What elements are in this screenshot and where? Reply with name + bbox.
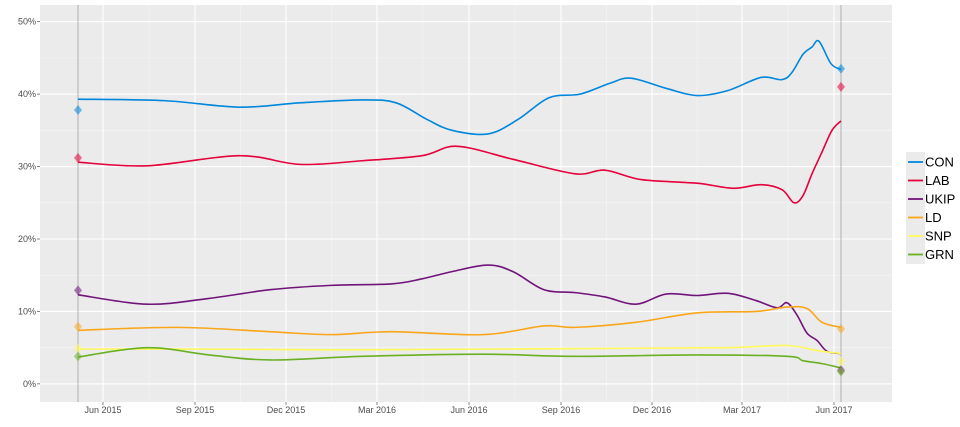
legend-background	[906, 152, 925, 264]
x-tick-label: Mar 2017	[723, 405, 761, 415]
x-tick-label: Sep 2016	[542, 405, 581, 415]
x-tick-label: Sep 2015	[176, 405, 215, 415]
y-tick-label: 30%	[18, 162, 36, 172]
result-marker-ld	[74, 321, 82, 332]
trend-line-snp	[77, 344, 842, 355]
legend-label-con: CON	[925, 155, 954, 170]
trend-line-lab	[77, 120, 842, 204]
trend-line-grn	[77, 346, 842, 369]
legend-label-lab: LAB	[925, 173, 950, 188]
result-marker-ukip	[74, 285, 82, 296]
result-marker-lab	[74, 152, 82, 163]
x-tick-label: Dec 2015	[267, 405, 306, 415]
y-tick-label: 20%	[18, 234, 36, 244]
result-marker-ld	[837, 323, 845, 334]
result-marker-grn	[74, 351, 82, 362]
plot-background	[40, 5, 892, 402]
grid	[40, 5, 892, 402]
y-tick-label: 0%	[23, 379, 36, 389]
legend-label-ukip: UKIP	[925, 192, 955, 207]
legend-label-ld: LD	[925, 210, 942, 225]
y-tick-label: 10%	[18, 306, 36, 316]
y-tick-label: 50%	[18, 17, 36, 27]
x-tick-label: Dec 2016	[633, 405, 672, 415]
trend-line-con	[77, 39, 842, 136]
legend: CON LAB UKIP LD SNP GRN	[906, 152, 955, 264]
result-marker-con	[837, 63, 845, 74]
trend-line-ukip	[77, 264, 842, 355]
result-marker-lab	[837, 81, 845, 92]
result-markers	[74, 63, 845, 377]
legend-label-grn: GRN	[925, 247, 954, 262]
legend-label-snp: SNP	[925, 229, 952, 244]
y-tick-label: 40%	[18, 89, 36, 99]
result-marker-grn	[837, 366, 845, 377]
y-axis: 0% 10% 20% 30% 40% 50%	[18, 17, 40, 389]
trend-line-ld	[77, 305, 842, 336]
result-marker-con	[74, 105, 82, 116]
result-marker-snp	[837, 356, 845, 367]
result-marker-snp	[74, 343, 82, 354]
x-tick-label: Jun 2017	[815, 405, 852, 415]
x-axis: Jun 2015 Sep 2015 Dec 2015 Mar 2016 Jun 2016…	[84, 402, 853, 415]
trend-lines	[77, 39, 842, 369]
x-tick-label: Jun 2016	[450, 405, 487, 415]
x-tick-label: Mar 2016	[358, 405, 396, 415]
x-tick-label: Jun 2015	[84, 405, 121, 415]
